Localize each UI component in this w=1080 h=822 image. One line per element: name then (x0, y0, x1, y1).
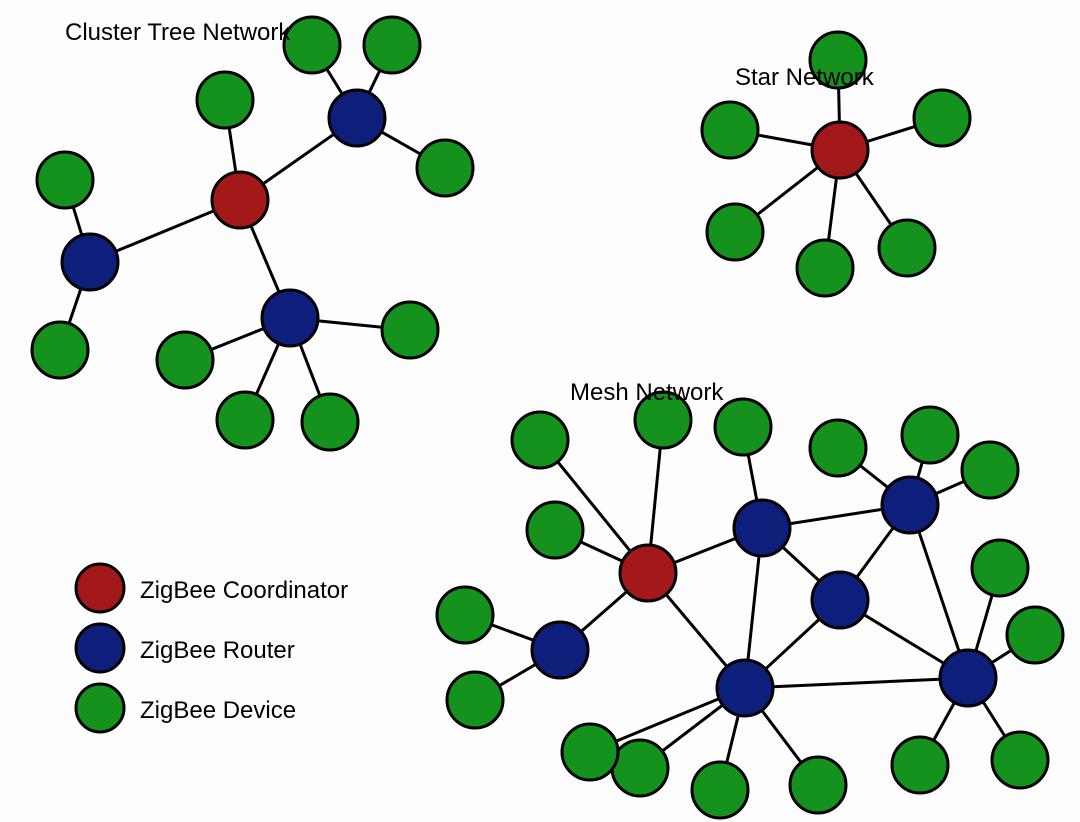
title-star-network: Star Network (735, 64, 875, 91)
mesh-node-device (512, 412, 568, 468)
star-node-device (797, 240, 853, 296)
mesh-node-device (992, 732, 1048, 788)
cluster-node-router (62, 234, 118, 290)
mesh-node-device (715, 399, 771, 455)
mesh-node-device (437, 587, 493, 643)
star-node-device (702, 102, 758, 158)
mesh-node-device (447, 672, 503, 728)
legend: ZigBee Coordinator ZigBee Router ZigBee De… (76, 564, 348, 732)
title-mesh-network: Mesh Network (570, 379, 724, 406)
cluster-node-coordinator (212, 172, 268, 228)
mesh-node-device (612, 740, 668, 796)
cluster-node-device (302, 394, 358, 450)
mesh-node-device (527, 502, 583, 558)
mesh-node-device (892, 737, 948, 793)
star-node-coordinator (812, 122, 868, 178)
star-node-device (914, 90, 970, 146)
cluster-node-device (217, 392, 273, 448)
mesh-edge (745, 678, 968, 688)
cluster-node-device (284, 17, 340, 73)
title-cluster-tree: Cluster Tree Network (65, 19, 291, 46)
mesh-node-router (940, 650, 996, 706)
legend-swatch-coordinator (76, 564, 124, 612)
mesh-node-router (532, 622, 588, 678)
cluster-node-device (364, 17, 420, 73)
cluster-node-device (197, 72, 253, 128)
network-diagram: Cluster Tree Network Star Network Mesh N… (0, 0, 1080, 822)
cluster-node-device (37, 152, 93, 208)
legend-swatch-router (76, 624, 124, 672)
mesh-node-device (972, 540, 1028, 596)
mesh-node-router (812, 572, 868, 628)
mesh-node-router (717, 660, 773, 716)
mesh-node-device (790, 757, 846, 813)
star-node-device (707, 204, 763, 260)
cluster-node-router (329, 90, 385, 146)
legend-label-coordinator: ZigBee Coordinator (140, 577, 348, 604)
cluster-node-router (262, 290, 318, 346)
mesh-node-device (1007, 607, 1063, 663)
star-node-device (879, 220, 935, 276)
cluster-node-device (32, 322, 88, 378)
cluster-node-device (417, 140, 473, 196)
mesh-node-router (734, 500, 790, 556)
cluster-node-device (157, 332, 213, 388)
mesh-node-device (692, 762, 748, 818)
legend-label-device: ZigBee Device (140, 697, 296, 724)
legend-label-router: ZigBee Router (140, 637, 295, 664)
mesh-node-device (810, 420, 866, 476)
mesh-node-device (562, 724, 618, 780)
mesh-node-device (962, 442, 1018, 498)
mesh-node-device (902, 407, 958, 463)
mesh-node-coordinator (620, 545, 676, 601)
legend-swatch-device (76, 684, 124, 732)
mesh-node-router (882, 477, 938, 533)
cluster-node-device (382, 302, 438, 358)
